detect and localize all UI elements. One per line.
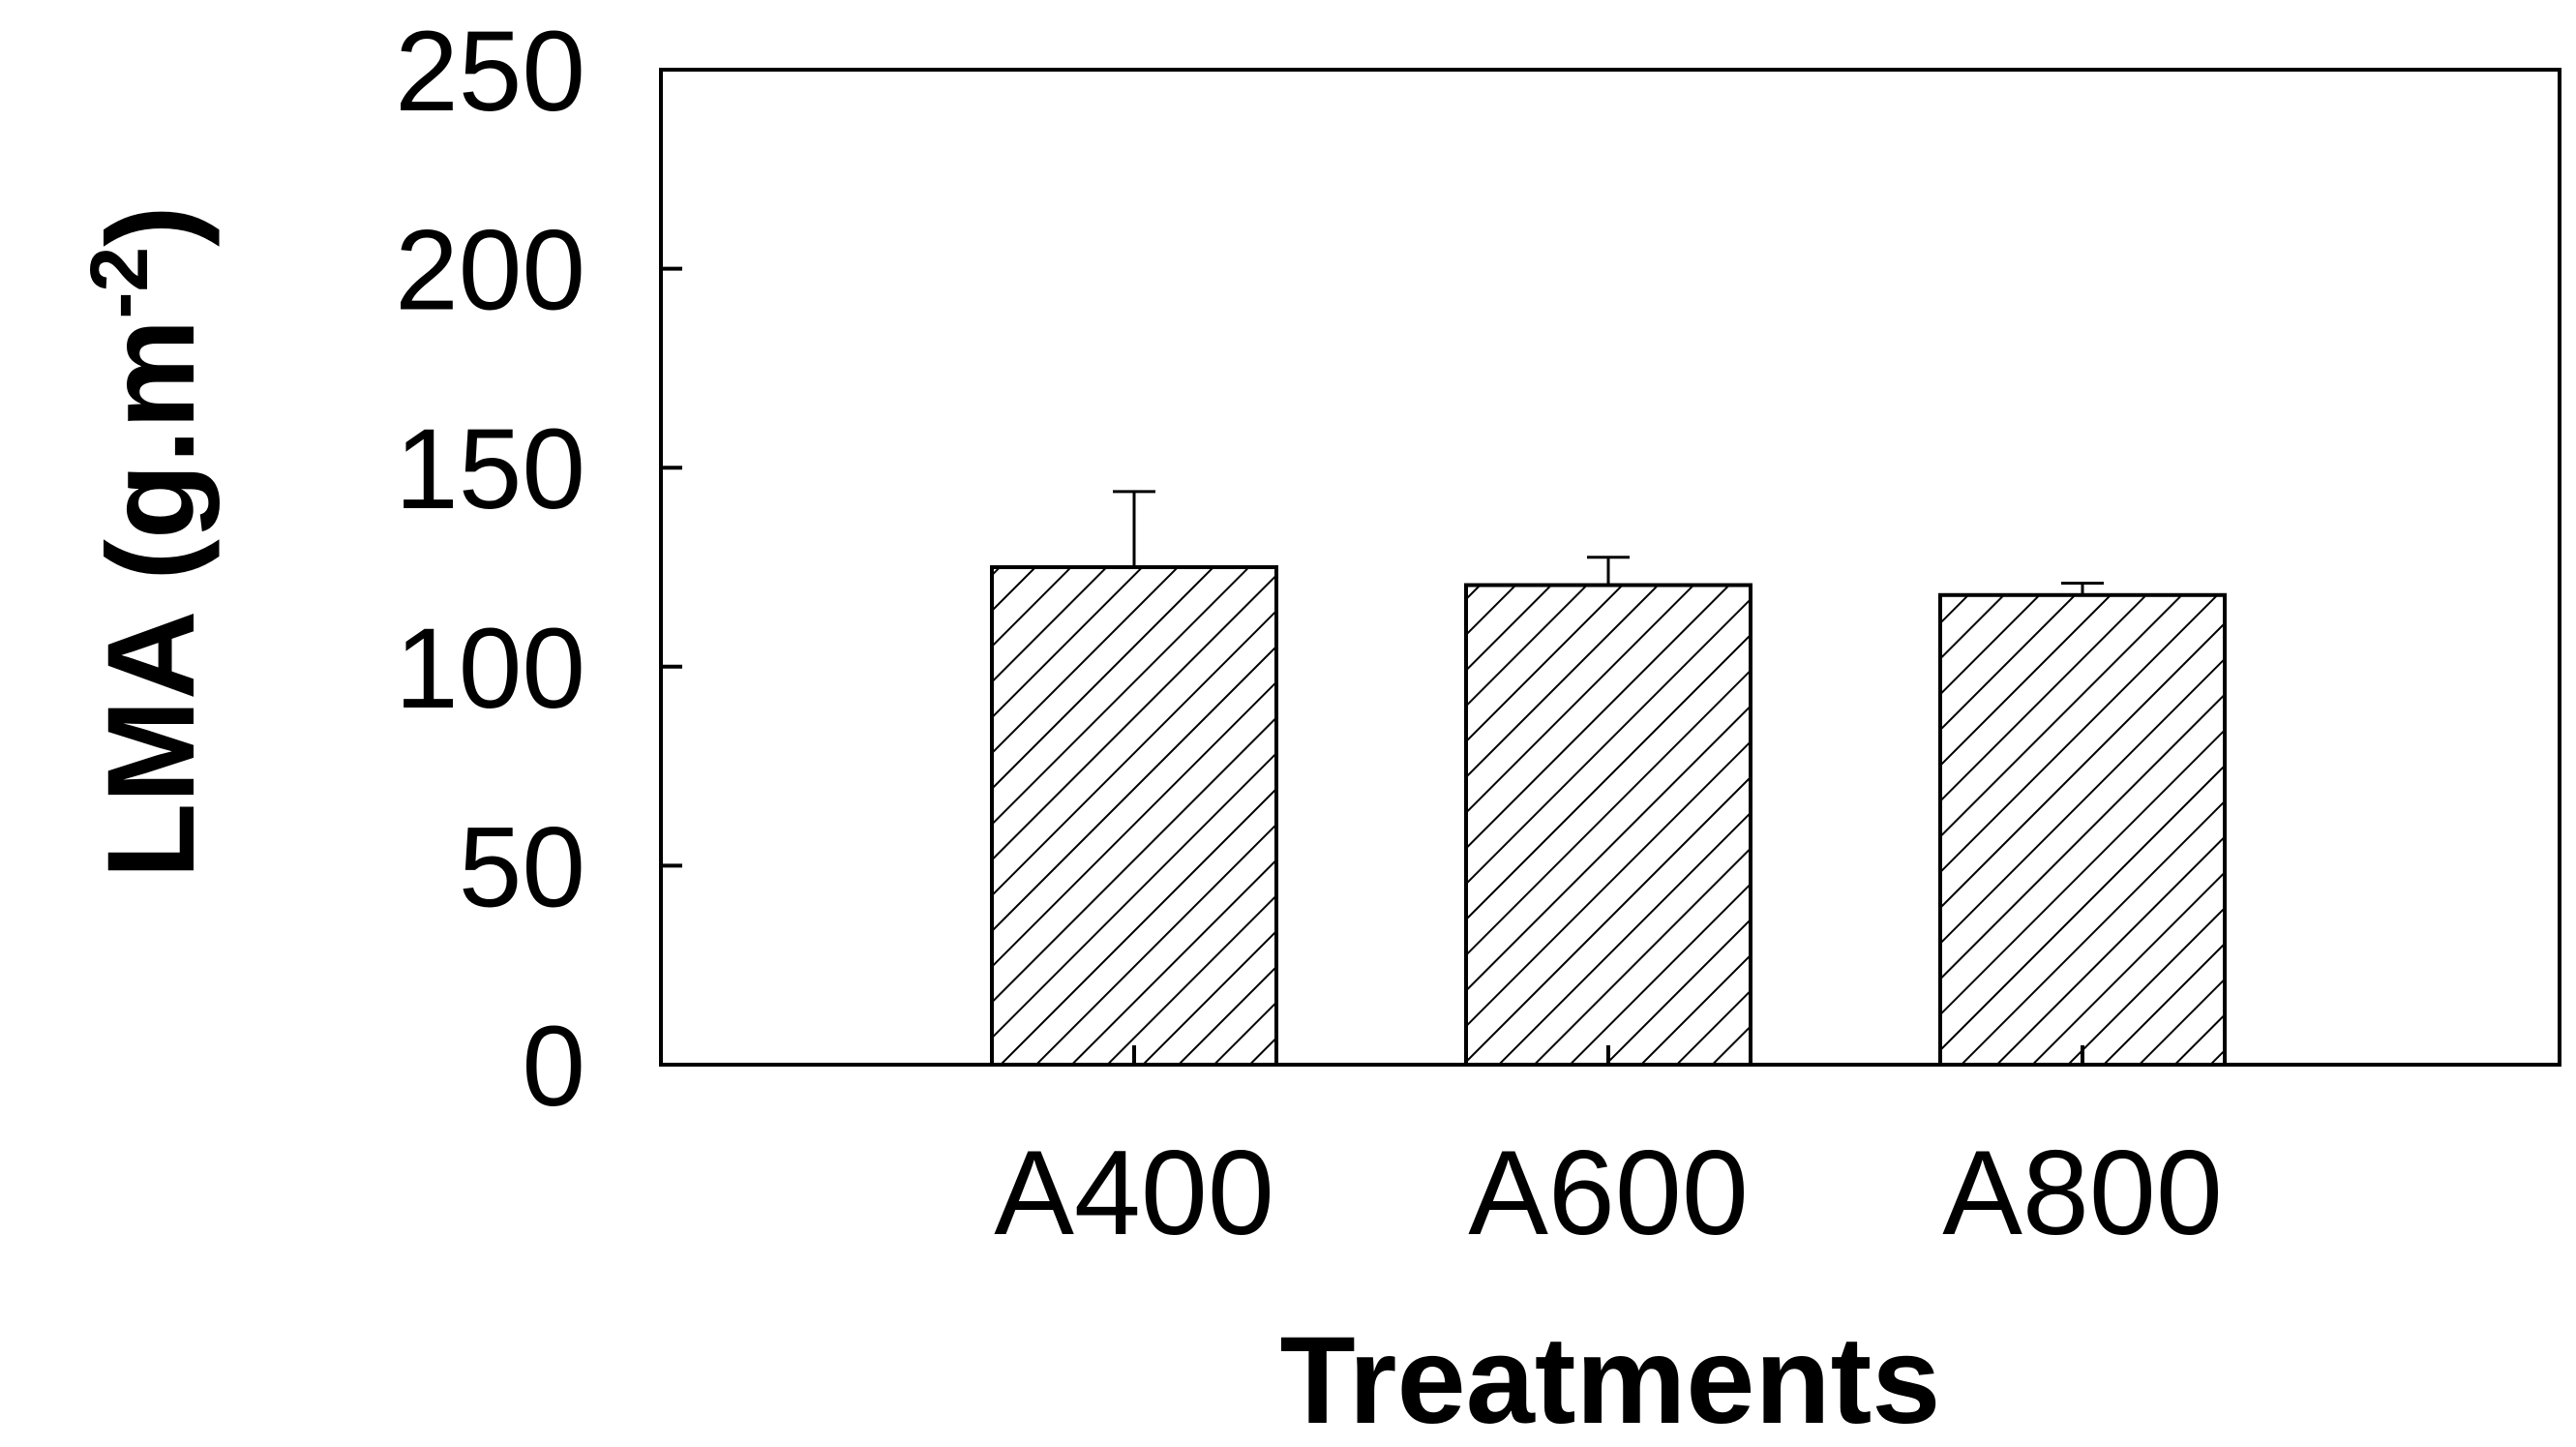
- y-axis-title-close: ): [82, 205, 221, 247]
- bar-a600: [1464, 583, 1752, 1068]
- y-axis-title-superscript: -2: [74, 247, 165, 319]
- bars: [990, 490, 2227, 1068]
- y-tick-label: 0: [522, 1003, 585, 1130]
- y-axis-title: LMA (g.m-2): [74, 205, 221, 879]
- y-tick-label: 250: [395, 8, 585, 136]
- y-tick-label: 150: [395, 406, 585, 533]
- y-tick-label: 50: [459, 803, 585, 931]
- x-tick-label-a400: A400: [994, 1127, 1274, 1260]
- y-tick-label: 200: [395, 207, 585, 335]
- x-axis-title: Treatments: [1280, 1311, 1941, 1447]
- x-tick-label-a800: A800: [1942, 1127, 2223, 1260]
- x-tick-label-a600: A600: [1468, 1127, 1749, 1260]
- y-tick-label: 100: [395, 605, 585, 733]
- y-axis-title-main: LMA (g.m: [82, 319, 221, 879]
- y-axis-ticks: 0 50 100 150 200 250: [395, 8, 682, 1130]
- bar-a400: [990, 565, 1278, 1067]
- x-axis-labels: A400 A600 A800: [994, 1127, 2223, 1260]
- bar-a800: [1938, 592, 2227, 1067]
